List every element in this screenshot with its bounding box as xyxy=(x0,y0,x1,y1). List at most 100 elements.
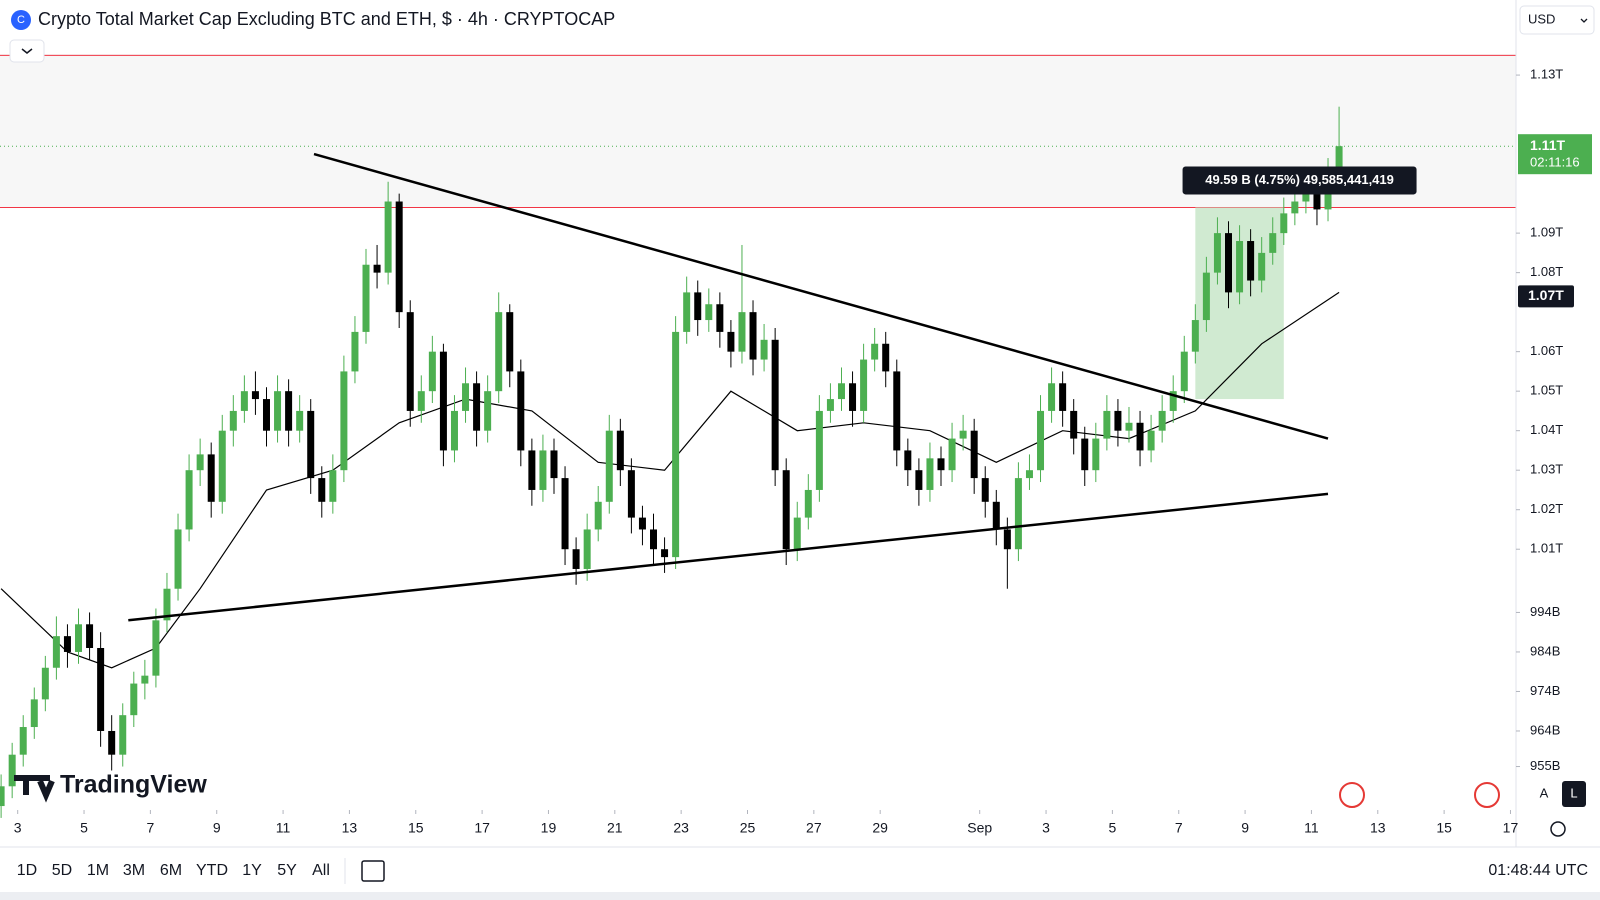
candle-body xyxy=(948,438,956,471)
candle-body xyxy=(130,683,138,716)
candle-body xyxy=(152,620,160,676)
x-tick-label: 11 xyxy=(276,820,291,836)
y-tick-label: 1.01T xyxy=(1530,541,1563,556)
x-tick-label: 3 xyxy=(1042,820,1050,836)
candle-body xyxy=(760,339,768,360)
settings-icon[interactable] xyxy=(1550,821,1566,837)
candle-body xyxy=(683,292,691,332)
range-button[interactable]: 3M xyxy=(123,862,145,879)
x-tick-label: 15 xyxy=(1436,820,1452,836)
candle-body xyxy=(1136,422,1144,451)
candle-body xyxy=(86,624,94,648)
trendline xyxy=(128,492,1329,622)
candle-body xyxy=(8,754,16,787)
candle-body xyxy=(1313,193,1321,210)
candle-body xyxy=(329,470,337,502)
range-button[interactable]: YTD xyxy=(196,862,228,879)
candle-body xyxy=(705,304,713,321)
x-tick-label: 9 xyxy=(1241,820,1249,836)
candle-body xyxy=(528,450,536,490)
chevron-icon xyxy=(21,48,33,54)
range-button[interactable]: 1Y xyxy=(242,862,262,879)
candle-body xyxy=(1236,241,1244,293)
candle-body xyxy=(1103,410,1111,439)
candle-body xyxy=(627,470,635,518)
price-label: 1.11T xyxy=(1530,137,1565,153)
x-tick-label: 11 xyxy=(1304,820,1319,836)
symbol-logo-glyph: C xyxy=(17,14,25,26)
candle-body xyxy=(428,351,436,392)
candle-body xyxy=(318,478,326,502)
x-tick-label: 7 xyxy=(146,820,154,836)
candle-body xyxy=(0,786,5,807)
candle-body xyxy=(174,529,182,589)
candle-body xyxy=(1258,252,1266,281)
range-button[interactable]: 5D xyxy=(52,862,72,879)
candle-body xyxy=(484,391,492,431)
candle-body xyxy=(638,517,646,530)
range-button[interactable]: 6M xyxy=(160,862,182,879)
marker-label: 1.07T xyxy=(1528,287,1564,303)
candle-body xyxy=(1014,478,1022,550)
candle-body xyxy=(262,399,270,431)
candle-body xyxy=(882,343,890,372)
candle-body xyxy=(915,470,923,490)
y-tick-label: 994B xyxy=(1530,604,1560,619)
candle-body xyxy=(1070,410,1078,439)
range-button[interactable]: 1D xyxy=(17,862,37,879)
scale-button-bg xyxy=(1562,781,1586,807)
scale-button[interactable]: A xyxy=(1540,785,1549,800)
candle-body xyxy=(1147,430,1155,451)
range-toolbar: 1D 5D 1M 3M 6M YTD 1Y 5Y All xyxy=(17,862,330,879)
clock: 01:48:44 UTC xyxy=(1488,862,1588,879)
x-tick-label: 17 xyxy=(474,820,490,836)
y-tick-label: 984B xyxy=(1530,643,1560,658)
candle-body xyxy=(1025,470,1033,479)
candle-body xyxy=(782,470,790,550)
collapse-button[interactable] xyxy=(9,39,45,63)
candle-body xyxy=(1125,422,1133,431)
event-icon[interactable] xyxy=(1339,782,1365,808)
scale-button[interactable]: L xyxy=(1570,785,1577,800)
candle-body xyxy=(561,478,569,550)
candle-body xyxy=(108,730,116,755)
candle-body xyxy=(185,470,193,530)
candle-body xyxy=(1037,410,1045,471)
candle-body xyxy=(163,588,171,621)
range-button[interactable]: 5Y xyxy=(277,862,297,879)
candle-body xyxy=(351,331,359,372)
candle-body xyxy=(1081,438,1089,471)
currency-select[interactable] xyxy=(1519,5,1595,35)
event-icon[interactable] xyxy=(1474,782,1500,808)
calendar-icon[interactable] xyxy=(361,860,385,882)
candle-body xyxy=(1335,146,1343,174)
measure-label: 49.59 B (4.75%) 49,585,441,419 xyxy=(1205,172,1394,187)
candle-body xyxy=(826,399,834,411)
candle-body xyxy=(1003,529,1011,550)
x-tick-label: 5 xyxy=(1108,820,1116,836)
range-button[interactable]: All xyxy=(312,862,330,879)
candle-body xyxy=(229,410,237,431)
candle-body xyxy=(495,312,503,392)
candle-body xyxy=(1225,233,1233,293)
candle-body xyxy=(738,312,746,352)
x-tick-label: 25 xyxy=(740,820,756,836)
candle-body xyxy=(904,450,912,471)
candle-body xyxy=(307,410,315,479)
currency-label: USD xyxy=(1528,11,1555,26)
candle-body xyxy=(716,304,724,332)
candle-body xyxy=(893,371,901,451)
candle-body xyxy=(793,517,801,550)
range-button[interactable]: 1M xyxy=(87,862,109,879)
candle-body xyxy=(97,648,105,731)
candle-body xyxy=(274,391,282,431)
candle-body xyxy=(1247,241,1255,281)
symbol-logo xyxy=(11,10,31,30)
candle-body xyxy=(572,549,580,569)
candle-body xyxy=(362,264,370,332)
candle-body xyxy=(19,727,27,755)
y-tick-label: 1.09T xyxy=(1530,225,1563,240)
x-tick-label: 29 xyxy=(872,820,888,836)
candle-body xyxy=(583,529,591,569)
